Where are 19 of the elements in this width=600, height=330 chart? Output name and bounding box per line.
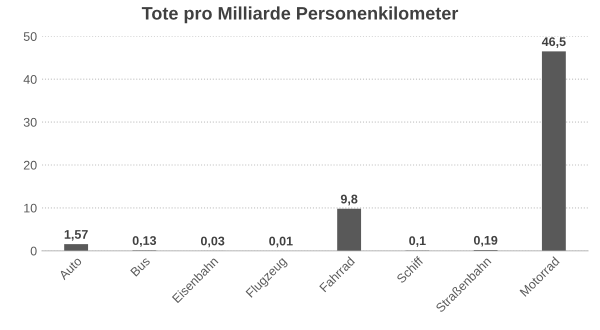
- bar: [64, 244, 88, 251]
- y-tick-label: 20: [24, 160, 37, 170]
- data-label: 1,57: [64, 230, 88, 241]
- data-label: 0,19: [474, 236, 498, 247]
- y-tick-label: 50: [24, 32, 37, 41]
- data-label: 0,1: [409, 236, 426, 247]
- bar: [542, 51, 566, 251]
- data-label: 46,5: [542, 37, 566, 48]
- data-label: 0,03: [200, 236, 224, 248]
- bar: [337, 208, 362, 251]
- chart-title: Tote pro Milliarde Personenkilometer: [142, 6, 458, 24]
- y-tick-label: 10: [24, 204, 37, 213]
- y-tick-label: 30: [24, 118, 37, 127]
- data-label: 9,8: [340, 194, 358, 206]
- x-tick-label: Bus: [130, 256, 151, 277]
- data-label: 0,13: [132, 236, 156, 247]
- y-tick-label: 0: [30, 246, 37, 256]
- data-label: 0,01: [269, 236, 293, 248]
- y-tick-label: 40: [24, 75, 37, 84]
